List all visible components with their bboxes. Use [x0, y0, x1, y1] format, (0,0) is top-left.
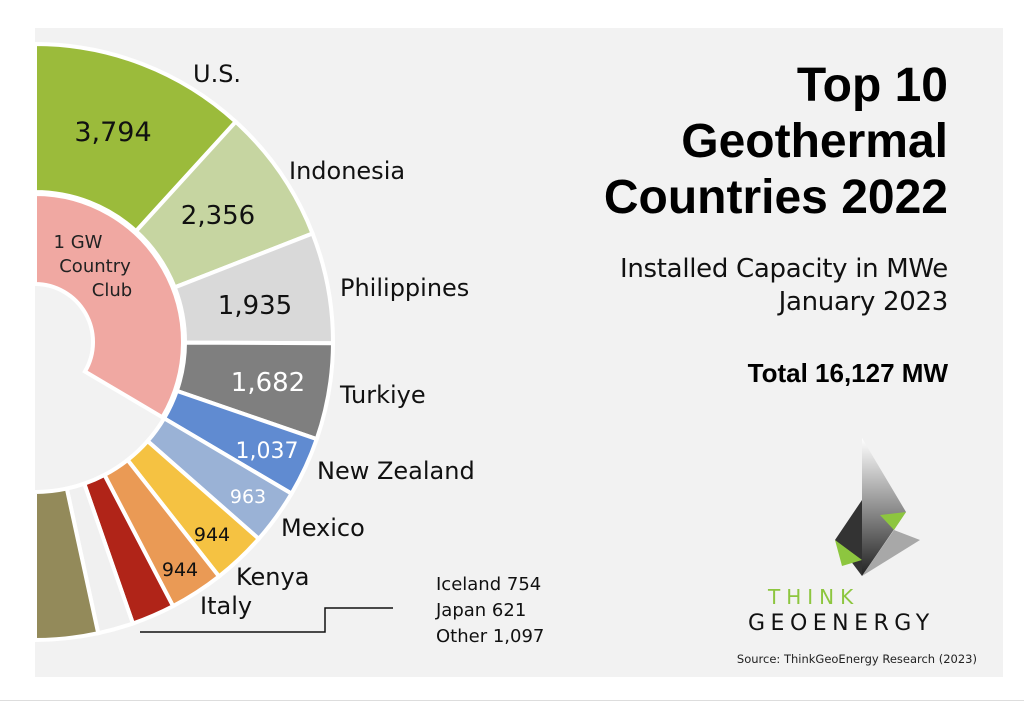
inner-ring-label: Country [59, 256, 131, 277]
category-label: Indonesia [289, 157, 405, 185]
grouped-labels: Iceland 754 Japan 621 Other 1,097 [436, 572, 544, 650]
value-label: 1,037 [236, 439, 299, 464]
category-label: New Zealand [317, 457, 475, 485]
value-label: 963 [230, 486, 266, 508]
total-label: Total 16,127 MW [747, 358, 948, 388]
title-line: Geothermal [681, 115, 948, 168]
title-line: Countries 2022 [603, 171, 948, 224]
category-label: Turkiye [339, 381, 426, 409]
value-label: 2,356 [181, 201, 255, 231]
category-label: Kenya [236, 563, 309, 591]
leader-line [140, 607, 393, 633]
category-label: Italy [200, 592, 252, 620]
value-label: 1,682 [231, 368, 305, 398]
category-label: U.S. [193, 60, 241, 88]
grouped-label: Japan 621 [436, 600, 527, 621]
logo-mark [835, 438, 920, 576]
title-line: Top 10 [796, 59, 948, 112]
subtitle-line: January 2023 [778, 287, 949, 317]
grouped-label: Iceland 754 [436, 574, 542, 595]
chart-title: Top 10 Geothermal Countries 2022 [604, 58, 948, 226]
value-label: 3,794 [74, 117, 151, 148]
subtitle: Installed Capacity in MWe January 2023 [620, 253, 948, 319]
inner-ring-1gw-club [35, 191, 185, 421]
value-label: 1,935 [218, 291, 292, 321]
inner-ring-label: Club [92, 280, 132, 301]
category-label: Mexico [281, 514, 365, 542]
source-note: Source: ThinkGeoEnergy Research (2023) [736, 652, 977, 666]
divider [0, 700, 1024, 701]
subtitle-line: Installed Capacity in MWe [620, 254, 948, 284]
value-label: 944 [194, 524, 230, 546]
grouped-label: Other 1,097 [436, 626, 545, 647]
logo-geoenergy: GEOENERGY [748, 611, 935, 636]
inner-ring-label: 1 GW [54, 232, 103, 253]
logo-think: THINK [768, 585, 860, 609]
slice-other [35, 486, 101, 643]
category-label: Philippines [340, 274, 469, 302]
value-label: 944 [162, 559, 198, 581]
